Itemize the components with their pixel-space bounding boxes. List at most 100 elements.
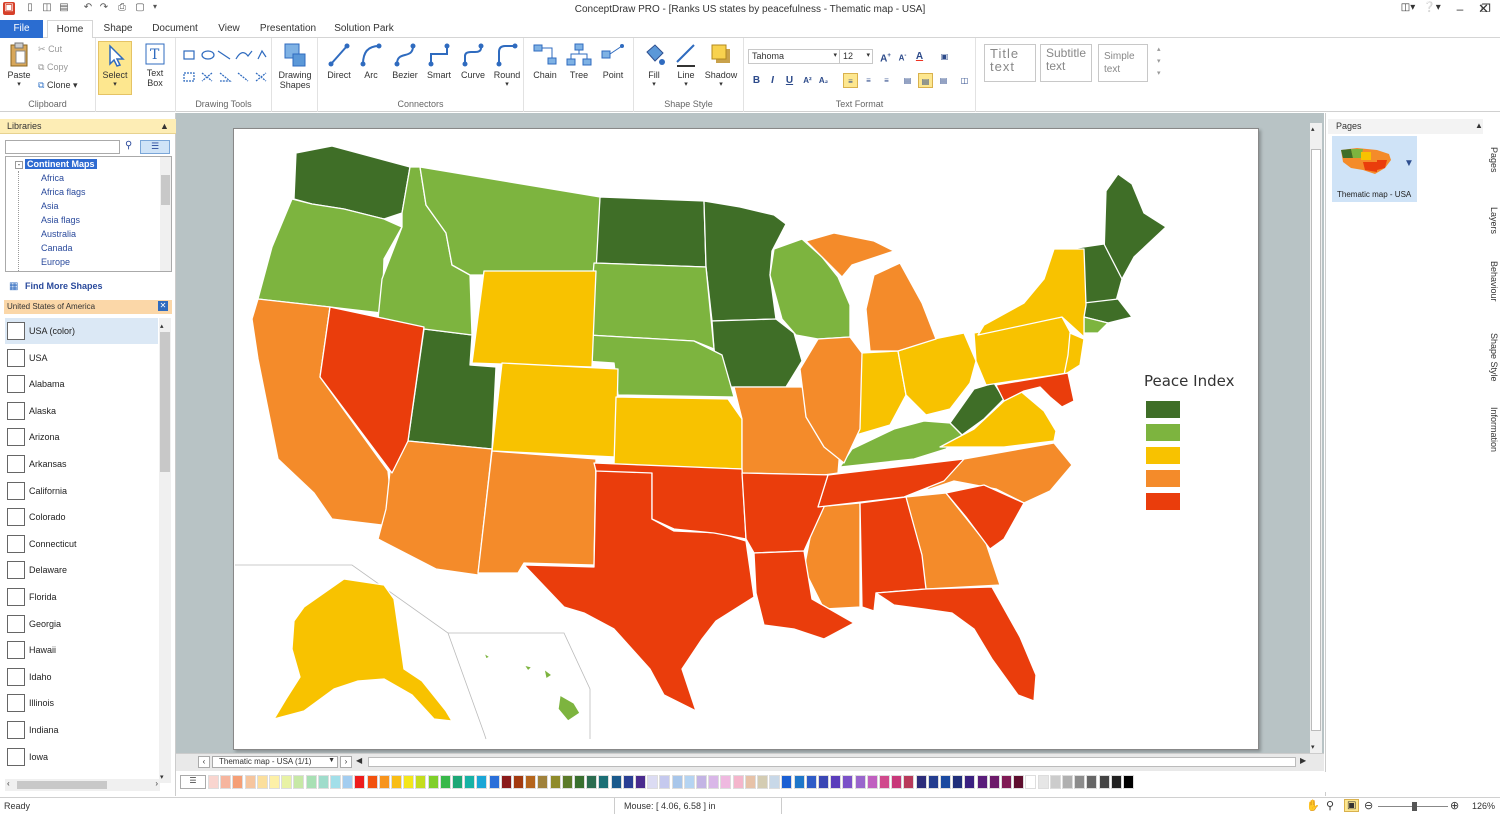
library-title-usa[interactable]: United States of America xyxy=(4,300,172,314)
palette-color-swatch[interactable] xyxy=(464,775,476,789)
palette-color-swatch[interactable] xyxy=(330,775,341,789)
shrink-font-icon[interactable]: A- xyxy=(898,53,907,63)
palette-color-swatch[interactable] xyxy=(1025,775,1037,789)
tree-item-africa-flags[interactable]: Africa flags xyxy=(41,187,86,197)
palette-color-swatch[interactable] xyxy=(256,775,268,789)
close-button[interactable]: ✕ xyxy=(1478,1,1489,16)
vscroll-down-icon[interactable]: ▾ xyxy=(1311,744,1315,751)
palette-color-swatch[interactable] xyxy=(769,775,781,789)
palette-color-swatch[interactable] xyxy=(403,775,415,789)
subscript-icon[interactable]: A₂ xyxy=(818,76,829,85)
font-size-select[interactable]: 12 ▾ xyxy=(839,49,873,64)
pan-hand-icon[interactable]: ✋ xyxy=(1306,800,1320,812)
library-shape-item[interactable]: Alaska xyxy=(5,398,158,424)
search-icon[interactable]: ⚲ xyxy=(125,140,133,151)
arc-connector-button[interactable]: Arc xyxy=(356,42,386,80)
palette-color-swatch[interactable] xyxy=(1062,775,1073,789)
vtab-layers[interactable]: Layers xyxy=(1489,207,1499,235)
underline-button[interactable]: U xyxy=(785,75,794,86)
hscroll-thumb[interactable] xyxy=(17,781,107,789)
shadow-button[interactable]: Shadow ▾ xyxy=(702,42,740,88)
bezier-connector-button[interactable]: Bezier xyxy=(388,42,422,80)
palette-color-swatch[interactable] xyxy=(439,775,451,789)
palette-color-swatch[interactable] xyxy=(500,775,512,789)
library-shape-item[interactable]: Arkansas xyxy=(5,451,158,477)
palette-color-swatch[interactable] xyxy=(537,775,549,789)
round-connector-button[interactable]: Round ▾ xyxy=(490,42,524,88)
palette-color-swatch[interactable] xyxy=(903,775,915,789)
library-shape-item[interactable]: USA (color) xyxy=(5,318,158,344)
paste-button[interactable]: Paste ▾ xyxy=(4,42,34,88)
font-color-icon[interactable]: A xyxy=(915,51,924,62)
tab-shape[interactable]: Shape xyxy=(103,23,133,34)
palette-color-swatch[interactable] xyxy=(476,775,488,789)
font-family-select[interactable]: Tahoma ▾ xyxy=(748,49,840,64)
tab-view[interactable]: View xyxy=(218,23,240,34)
library-shape-item[interactable]: Illinois xyxy=(5,690,158,716)
tab-solution-park[interactable]: Solution Park xyxy=(334,23,394,34)
point-button[interactable]: Point xyxy=(596,42,630,80)
palette-color-swatch[interactable] xyxy=(781,775,793,789)
minimize-button[interactable]: – xyxy=(1456,2,1464,16)
palette-color-swatch[interactable] xyxy=(732,775,744,789)
tab-presentation[interactable]: Presentation xyxy=(259,23,317,34)
palette-color-swatch[interactable] xyxy=(683,775,695,789)
align-center-icon[interactable]: ≡ xyxy=(866,76,871,85)
library-shape-item[interactable]: Iowa xyxy=(5,744,158,770)
palette-color-swatch[interactable] xyxy=(415,775,427,789)
ribbon-options-icon[interactable]: ◫▾ xyxy=(1400,2,1416,13)
save-icon[interactable]: ▤ xyxy=(59,2,69,13)
hscroll-left-icon[interactable]: ◀ xyxy=(356,756,363,765)
curve-connector-button[interactable]: Curve xyxy=(456,42,490,80)
align-top-icon[interactable]: ▤ xyxy=(903,76,912,85)
line-button[interactable]: Line ▾ xyxy=(670,42,702,88)
canvas-vscrollbar[interactable]: ▴ ▾ xyxy=(1310,123,1322,753)
palette-color-swatch[interactable] xyxy=(1086,775,1098,789)
smart-connector-button[interactable]: Smart xyxy=(422,42,456,80)
open-folder-icon[interactable]: ◫ xyxy=(42,2,52,13)
tree-item-africa[interactable]: Africa xyxy=(41,173,65,183)
new-document-icon[interactable]: ▯ xyxy=(27,2,33,13)
print-icon[interactable]: ⎙ xyxy=(118,2,126,13)
help-icon[interactable]: ❔▾ xyxy=(1423,2,1441,13)
library-shape-item[interactable]: Arizona xyxy=(5,424,158,450)
scroll-down-icon[interactable]: ▾ xyxy=(160,774,164,781)
scroll-up-icon[interactable]: ▴ xyxy=(160,323,164,330)
library-view-toggle-icon[interactable]: ☰ xyxy=(140,140,170,154)
collapse-icon[interactable]: - xyxy=(15,161,23,169)
palette-color-swatch[interactable] xyxy=(830,775,842,789)
style-simple-text[interactable]: Simple text xyxy=(1098,44,1148,82)
tree-item-asia[interactable]: Asia xyxy=(41,201,59,211)
shapes-hscrollbar[interactable]: ‹ › xyxy=(5,779,160,791)
tree-button[interactable]: Tree xyxy=(562,42,596,80)
palette-color-swatch[interactable] xyxy=(391,775,402,789)
palette-color-swatch[interactable] xyxy=(793,775,805,789)
palette-color-swatch[interactable] xyxy=(427,775,439,789)
vtab-information[interactable]: Information xyxy=(1489,407,1499,453)
palette-color-swatch[interactable] xyxy=(635,775,646,789)
library-shape-item[interactable]: Delaware xyxy=(5,557,158,583)
fill-button[interactable]: Fill ▾ xyxy=(638,42,670,88)
palette-color-swatch[interactable] xyxy=(1110,775,1122,789)
restore-button[interactable]: ❐ xyxy=(1481,3,1491,15)
zoom-out-icon[interactable]: ⊖ xyxy=(1364,800,1374,812)
palette-color-swatch[interactable] xyxy=(818,775,829,789)
select-button[interactable]: Select ▾ xyxy=(98,41,132,95)
palette-color-swatch[interactable] xyxy=(305,775,317,789)
palette-color-swatch[interactable] xyxy=(378,775,390,789)
library-shape-item[interactable]: Colorado xyxy=(5,504,158,530)
pages-pin-icon[interactable]: ▲ xyxy=(1475,121,1483,130)
style-subtitle-text[interactable]: Subtitle text xyxy=(1040,44,1092,82)
tree-root-continent-maps[interactable]: Continent Maps xyxy=(25,159,97,169)
align-left-icon[interactable]: ≡ xyxy=(843,73,858,88)
zoom-in-icon[interactable]: ⊕ xyxy=(1450,800,1460,812)
palette-color-swatch[interactable] xyxy=(988,775,1000,789)
canvas-hscroll-thumb[interactable] xyxy=(368,757,1296,767)
palette-color-swatch[interactable] xyxy=(854,775,866,789)
canvas-vscroll-thumb[interactable] xyxy=(1311,149,1321,731)
palette-color-swatch[interactable] xyxy=(342,775,354,789)
shapes-scrollbar[interactable]: ▴ ▾ xyxy=(159,318,171,783)
library-shape-item[interactable]: California xyxy=(5,478,158,504)
palette-color-swatch[interactable] xyxy=(232,775,244,789)
vtab-shape-style[interactable]: Shape Style xyxy=(1489,333,1499,382)
